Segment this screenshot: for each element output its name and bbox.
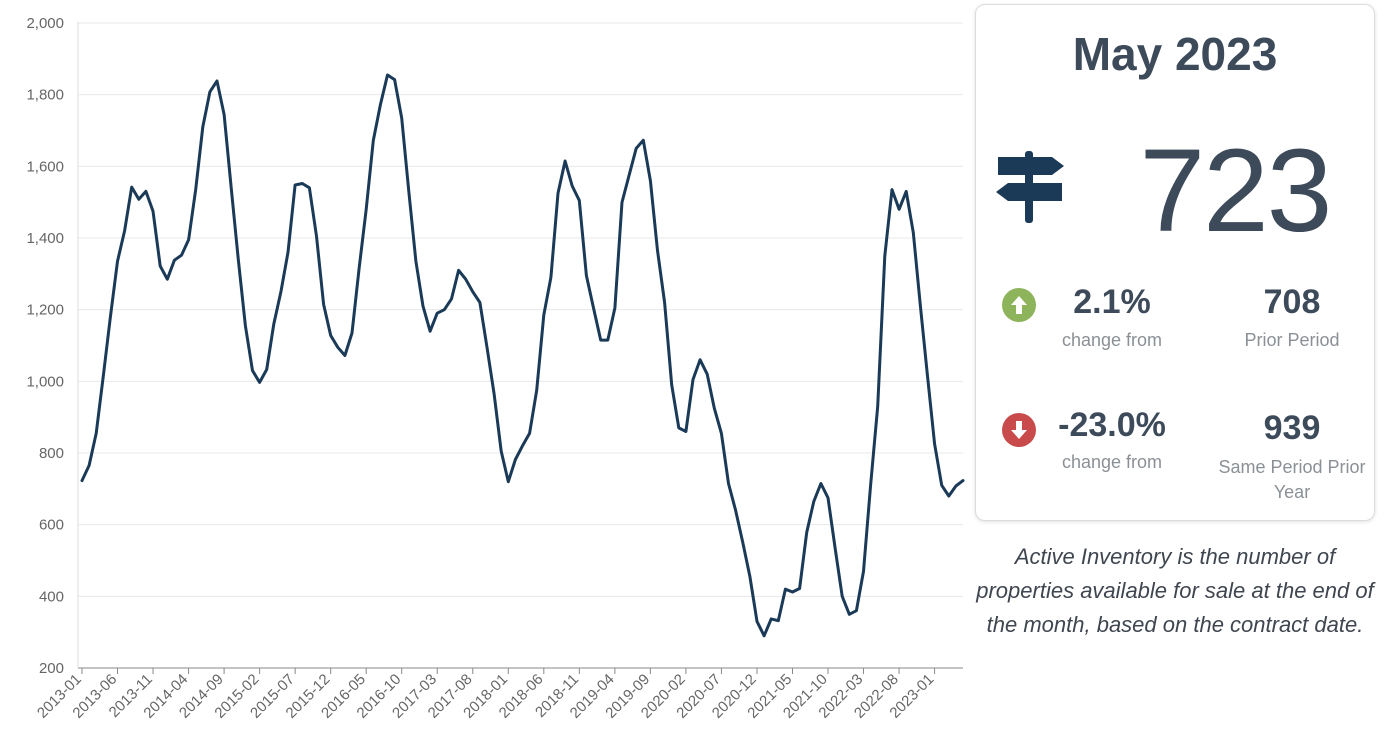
prior-period-value: 708 bbox=[1263, 283, 1321, 321]
prior-period-label: Prior Period bbox=[1244, 330, 1340, 350]
active-inventory-value: 723 bbox=[1139, 125, 1333, 257]
y-axis-ticks: 200 400 600 800 1,000 1,200 1,400 1,600 1,800 2,0… bbox=[26, 15, 64, 677]
prior-year-value: 939 bbox=[1263, 409, 1321, 447]
arrow-up-icon bbox=[1002, 288, 1036, 322]
inventory-line-chart: 200 400 600 800 1,000 1,200 1,400 1,600 1,800 2,0… bbox=[26, 15, 965, 722]
x-axis-ticks: 2013-012013-062013-112014-042014-092015-… bbox=[34, 668, 937, 722]
prior-year-label: Same Period Prior Year bbox=[1218, 457, 1366, 502]
y-tick-label: 200 bbox=[39, 660, 64, 677]
prior-year-change: -23.0% bbox=[1058, 406, 1166, 444]
y-tick-label: 1,600 bbox=[26, 158, 64, 175]
prior-period-change-label: change from bbox=[1061, 330, 1163, 350]
summary-card: May 2023 723 2.1% change from 708 Prior … bbox=[975, 4, 1375, 521]
y-tick-label: 2,000 bbox=[26, 15, 64, 32]
period-title: May 2023 bbox=[1072, 28, 1278, 80]
chart-gridlines bbox=[78, 22, 963, 597]
y-tick-label: 800 bbox=[39, 445, 64, 462]
signpost-icon bbox=[996, 151, 1064, 223]
prior-period-change: 2.1% bbox=[1073, 283, 1151, 321]
y-tick-label: 600 bbox=[39, 517, 64, 534]
y-tick-label: 400 bbox=[39, 588, 64, 605]
y-tick-label: 1,800 bbox=[26, 87, 64, 104]
definition-note: Active Inventory is the number of proper… bbox=[976, 544, 1374, 637]
y-tick-label: 1,400 bbox=[26, 230, 64, 247]
y-tick-label: 1,000 bbox=[26, 373, 64, 390]
y-tick-label: 1,200 bbox=[26, 302, 64, 319]
prior-year-change-label: change from bbox=[1061, 452, 1163, 472]
inventory-series-line bbox=[80, 73, 965, 638]
arrow-down-icon bbox=[1002, 413, 1036, 447]
